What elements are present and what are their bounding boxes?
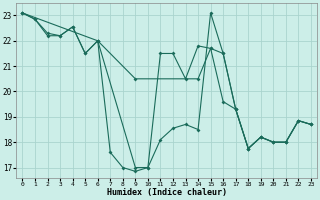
X-axis label: Humidex (Indice chaleur): Humidex (Indice chaleur) xyxy=(107,188,227,197)
